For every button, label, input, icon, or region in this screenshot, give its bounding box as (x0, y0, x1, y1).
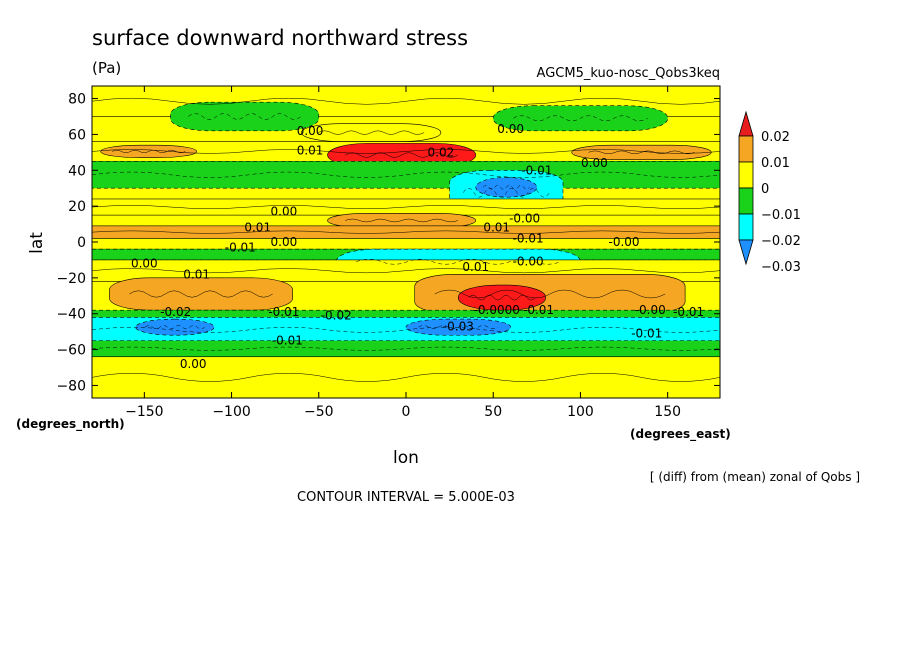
x-tick-label-3: 0 (402, 404, 411, 420)
x-axis-ticks: −150 −100 −50 0 50 100 150 (125, 86, 681, 420)
contour-label-22: -0.0000 (474, 303, 520, 317)
contour-line-2 (513, 115, 648, 122)
chart-title: surface downward northward stress (92, 26, 468, 50)
contour-label-9: 0.00 (271, 235, 298, 249)
contour-label-23: -0.01 (523, 303, 554, 317)
contour-line-19 (434, 289, 666, 299)
contour-line-9 (463, 187, 550, 198)
colorbar-top-arrow (738, 110, 754, 137)
contour-label-17: -0.00 (513, 255, 544, 269)
contour-label-0: 0.00 (297, 124, 324, 138)
y-tick-label-5: 20 (68, 199, 86, 215)
contour-line-25 (91, 346, 721, 351)
contour-label-2: 0.02 (428, 145, 455, 159)
colorbar-segment-3 (738, 187, 754, 215)
contour-label-15: 0.01 (183, 267, 210, 281)
contour-line-10 (482, 185, 530, 190)
contour-label-11: -0.00 (509, 212, 540, 226)
contour-label-18: -0.02 (160, 305, 191, 319)
contour-region-8 (91, 161, 721, 189)
contour-label-7: 0.01 (244, 221, 271, 235)
contour-line-26 (91, 373, 721, 382)
contour-line-3 (317, 130, 425, 135)
y-axis-units: (degrees_north) (16, 417, 125, 432)
contour-line-24 (418, 325, 499, 330)
y-tick-label-0: −80 (56, 378, 86, 394)
contour-line-22 (91, 327, 721, 333)
colorbar-segment-2 (738, 161, 754, 189)
y-axis-label: lat (27, 232, 47, 254)
y-axis-ticks: −80 −60 −40 −20 0 20 40 60 80 (56, 92, 720, 394)
x-tick-label-6: 150 (654, 404, 681, 420)
contour-label-8: -0.01 (225, 240, 256, 254)
chart-units: (Pa) (92, 59, 121, 77)
contour-line-17 (91, 268, 721, 274)
colorbar-label-3: −0.01 (761, 208, 801, 223)
plot-area: 0.000.01 0.020.00-0.010.000.000.01-0.01 0.… (91, 85, 721, 399)
y-tick-label-8: 80 (68, 92, 86, 108)
contour-label-12: -0.01 (513, 231, 544, 245)
colorbar-bottom-arrow (738, 239, 754, 266)
contour-label-27: -0.01 (631, 326, 662, 340)
contour-line-4 (91, 149, 721, 154)
contour-line-23 (144, 325, 205, 330)
contour-label-6: 0.00 (271, 205, 298, 219)
contour-region-23 (135, 318, 215, 336)
y-tick-label-3: −20 (56, 271, 86, 287)
contour-label-25: -0.01 (673, 305, 704, 319)
contour-label-21: -0.03 (443, 319, 474, 333)
x-tick-label-4: 50 (484, 404, 502, 420)
contour-line-12 (345, 218, 459, 223)
x-tick-label-2: −50 (304, 404, 334, 420)
contour-line-16 (356, 258, 561, 265)
contour-label-16: 0.01 (462, 260, 489, 274)
colorbar-label-0: 0.02 (761, 130, 790, 145)
colorbar-label-2: 0 (761, 182, 769, 197)
x-tick-label-0: −150 (125, 404, 163, 420)
contour-label-14: 0.00 (131, 257, 158, 271)
colorbar-label-4: −0.02 (761, 234, 801, 249)
colorbar-segment-4 (738, 213, 754, 241)
chart-subtitle: AGCM5_kuo-nosc_Qobs3keq (537, 66, 720, 81)
colorbar: 0.02 0.01 0 −0.01 −0.02 −0.03 (738, 110, 801, 275)
contour-line-13 (91, 230, 721, 234)
contour-region-25 (91, 340, 721, 358)
contour-line-6 (588, 150, 695, 155)
y-tick-label-6: 40 (68, 163, 86, 179)
contour-region-1 (170, 101, 320, 132)
x-axis-label: lon (393, 448, 419, 468)
contour-label-20: -0.02 (321, 309, 352, 323)
contour-label-3: 0.00 (497, 122, 524, 136)
contour-label-13: -0.00 (609, 235, 640, 249)
x-tick-label-1: −100 (212, 404, 250, 420)
contour-label-24: -0.00 (635, 303, 666, 317)
y-tick-label-2: −40 (56, 307, 86, 323)
contour-interval: CONTOUR INTERVAL = 5.000E-03 (297, 490, 515, 505)
colorbar-label-5: −0.03 (761, 260, 801, 275)
contour-label-1: 0.01 (297, 144, 324, 158)
contour-region-24 (405, 318, 511, 336)
colorbar-segment-1 (738, 135, 754, 163)
y-tick-label-7: 60 (68, 127, 86, 143)
contour-line-11 (91, 205, 721, 209)
y-tick-label-4: 0 (77, 235, 86, 251)
contour-line-5 (112, 149, 186, 153)
contour-line-20 (468, 294, 536, 301)
contour-line-7 (345, 152, 459, 158)
source-note: [ (diff) from (mean) zonal of Qobs ] (650, 470, 860, 484)
contour-line-18 (129, 290, 273, 298)
x-axis-units: (degrees_east) (630, 427, 731, 442)
x-tick-label-5: 100 (567, 404, 594, 420)
contour-label-19: -0.01 (268, 305, 299, 319)
contour-label-26: -0.01 (272, 334, 303, 348)
colorbar-label-1: 0.01 (761, 156, 790, 171)
contour-label-5: 0.00 (581, 156, 608, 170)
contour-label-10: 0.01 (483, 221, 510, 235)
contour-line-8 (91, 171, 721, 178)
contour-label-28: 0.00 (180, 357, 207, 371)
y-tick-label-1: −60 (56, 343, 86, 359)
contour-label-4: -0.01 (521, 163, 552, 177)
contour-line-0 (91, 97, 721, 105)
